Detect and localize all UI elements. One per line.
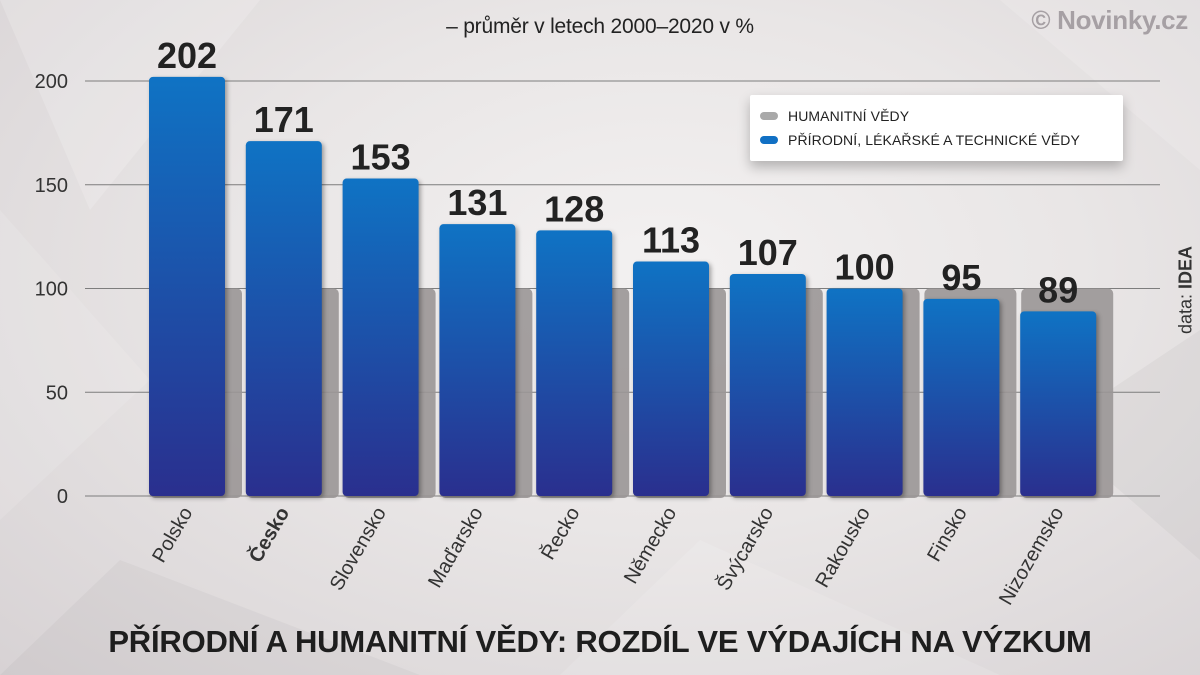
- y-tick-label: 50: [46, 382, 68, 404]
- data-label: 113: [642, 220, 700, 261]
- legend-item-humanities: HUMANITNÍ VĚDY: [760, 108, 909, 124]
- y-tick-label: 0: [57, 486, 68, 508]
- legend-label-sciences: PŘÍRODNÍ, LÉKAŘSKÉ A TECHNICKÉ VĚDY: [788, 132, 1080, 148]
- x-category-label: Nizozemsko: [995, 504, 1069, 609]
- x-category-label: Německo: [620, 504, 681, 588]
- y-tick-label: 100: [35, 279, 68, 301]
- data-labels: 202 171 153 131 128 113 107 100 95 89: [157, 35, 1078, 310]
- y-tick-label: 150: [35, 175, 68, 197]
- x-axis-labels: Polsko Česko Slovensko Maďarsko Řecko Německo…: [148, 503, 1068, 609]
- legend: HUMANITNÍ VĚDY PŘÍRODNÍ, LÉKAŘSKÉ A TECH…: [750, 95, 1123, 161]
- data-label: 95: [941, 257, 981, 298]
- data-source-name: IDEA: [1175, 245, 1196, 289]
- science-bar: [245, 141, 322, 497]
- science-bar: [342, 178, 419, 496]
- science-bar: [923, 298, 1000, 496]
- science-bar: [826, 288, 903, 496]
- y-tick-label: 200: [35, 71, 68, 93]
- science-bar: [149, 76, 225, 496]
- data-source: data: IDEA: [1176, 246, 1197, 334]
- science-bar: [729, 273, 806, 496]
- brand-watermark: © Novinky.cz: [1031, 5, 1188, 35]
- x-category-label: Česko: [243, 503, 294, 567]
- science-bar: [1020, 311, 1097, 496]
- data-label: 202: [157, 35, 217, 76]
- data-label: 128: [544, 188, 604, 229]
- legend-swatch-sciences: [760, 136, 778, 144]
- data-label: 89: [1038, 269, 1078, 310]
- x-category-label: Slovensko: [326, 504, 391, 595]
- chart-subtitle: – průměr v letech 2000–2020 v %: [446, 15, 754, 38]
- science-bars: [149, 76, 1099, 499]
- science-bar: [439, 224, 516, 497]
- science-bar: [633, 261, 709, 496]
- legend-label-humanities: HUMANITNÍ VĚDY: [788, 108, 910, 124]
- x-category-label: Polsko: [148, 504, 197, 567]
- x-category-label: Maďarsko: [424, 504, 488, 592]
- data-label: 107: [738, 232, 798, 273]
- legend-swatch-humanities: [760, 112, 778, 120]
- data-source-prefix: data:: [1175, 288, 1196, 335]
- x-category-label: Švýcarsko: [712, 503, 778, 594]
- data-label: 153: [351, 137, 411, 178]
- x-category-label: Řecko: [536, 503, 584, 564]
- x-category-label: Finsko: [923, 504, 972, 566]
- data-label: 100: [835, 247, 895, 288]
- x-category-label: Rakousko: [811, 504, 875, 592]
- legend-item-sciences: PŘÍRODNÍ, LÉKAŘSKÉ A TECHNICKÉ VĚDY: [760, 132, 1080, 148]
- chart-title: PŘÍRODNÍ A HUMANITNÍ VĚDY: ROZDÍL VE VÝD…: [108, 624, 1092, 659]
- data-label: 171: [254, 99, 314, 140]
- y-axis-ticks: 0 50 100 150 200: [35, 71, 68, 508]
- data-label: 131: [447, 182, 507, 223]
- science-bar: [536, 230, 613, 496]
